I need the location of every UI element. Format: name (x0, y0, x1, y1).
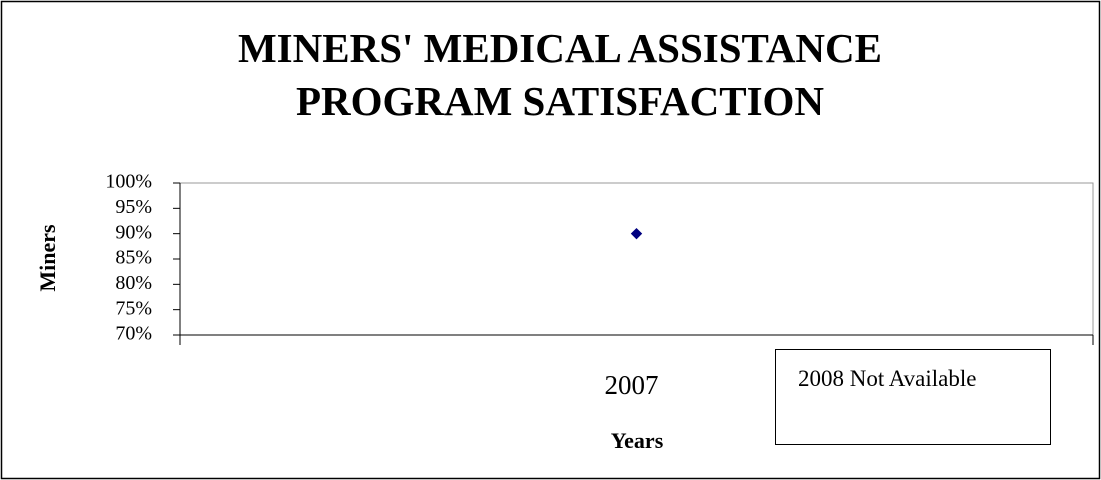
x-axis-label: Years (611, 428, 664, 453)
plot-area (179, 182, 1094, 336)
y-tick-label: 80% (115, 272, 152, 294)
annotation: 2008 Not Available (775, 349, 1051, 445)
y-tick-label: 85% (115, 247, 152, 269)
x-tick-label: 2007 (605, 370, 659, 400)
y-tick-label: 75% (115, 297, 152, 319)
y-tick-label: 95% (115, 196, 152, 218)
marker (630, 227, 643, 240)
y-tick-label: 90% (115, 221, 152, 243)
y-tick-label: 100% (105, 171, 152, 193)
y-tick-label: 70% (115, 323, 152, 345)
y-axis-label: Miners (35, 224, 60, 292)
chart-title: MINERS' MEDICAL ASSISTANCE PROGRAM SATIS… (237, 25, 882, 124)
